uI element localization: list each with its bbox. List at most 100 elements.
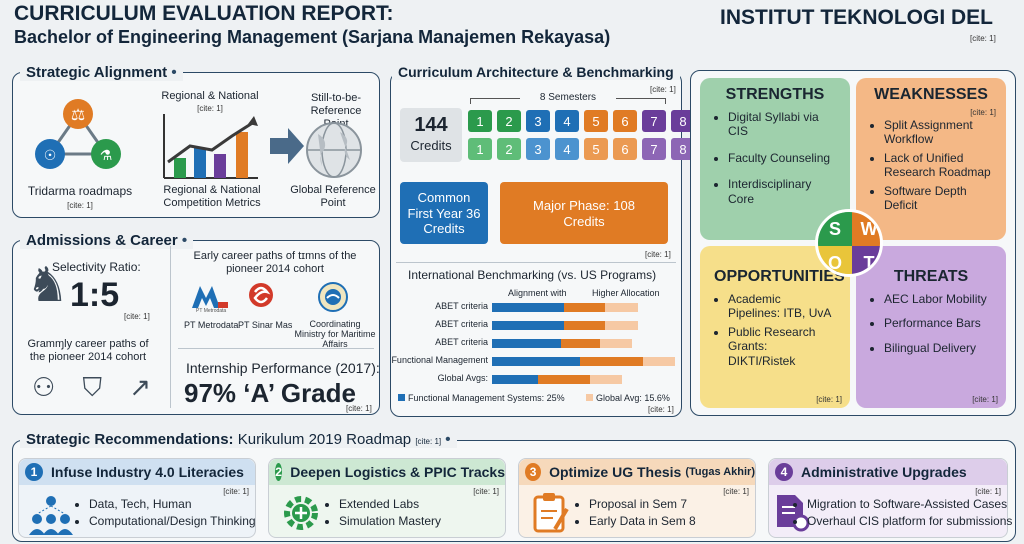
swot-letter-s: S — [818, 212, 852, 246]
global-reference-label: Global Reference Point — [290, 184, 376, 210]
semester-tile: 1 — [468, 138, 492, 160]
strength-item: Digital Syllabi via CIS — [728, 110, 836, 139]
benchmark-bar — [492, 375, 538, 384]
weakness-item: Software Depth Deficit — [884, 184, 992, 213]
strength-item: Faculty Counseling — [728, 151, 836, 165]
tridarma-cite: [cite: 1] — [67, 201, 93, 210]
pt-sinar-mas-logo — [249, 283, 273, 307]
strength-item: Interdisciplinary Core — [728, 177, 836, 206]
benchmark-title: International Benchmarking (vs. US Progr… — [408, 268, 657, 282]
credits-label: Credits — [410, 138, 452, 153]
semester-tile: 4 — [555, 138, 579, 160]
regional-top-cite: [cite: 1] — [197, 104, 223, 113]
card-item: Proposal in Sem 7 — [589, 497, 696, 511]
threat-item: Performance Bars — [884, 316, 992, 330]
benchmark-bar — [492, 321, 564, 330]
benchmark-row-label: ABET criteria — [435, 301, 488, 311]
tridarma-icon: ⚖ ☉ ⚗ — [35, 99, 121, 169]
benchmark-row-label: Functional Management — [391, 355, 488, 365]
semester-tile: 7 — [642, 110, 666, 132]
document-gear-icon — [777, 495, 810, 532]
credits-box — [400, 108, 462, 162]
benchmark-legend-blue: Functional Management Systems: 25% — [398, 393, 565, 403]
benchmark-legend-peach: Global Avg: 15.6% — [586, 393, 670, 403]
semester-tile: 7 — [642, 138, 666, 160]
major-phase-cite: [cite: 1] — [645, 250, 671, 259]
selectivity-value: 1:5 — [70, 276, 120, 314]
semester-tile: 2 — [497, 138, 521, 160]
threat-item: Bilingual Delivery — [884, 341, 992, 355]
arrow-right-icon — [270, 128, 304, 164]
strategic-alignment-title: Strategic Alignment • — [20, 64, 183, 81]
recommendation-card-1: 1 Infuse Industry 4.0 Literacies [cite: 1… — [18, 458, 256, 538]
pt-metrodata-logo — [192, 286, 228, 308]
benchmark-bar — [589, 375, 622, 384]
company-ministry: Coordinating Ministry for Maritime Affai… — [294, 319, 376, 349]
globe-icon — [306, 122, 362, 178]
svg-text:⚗: ⚗ — [100, 147, 113, 163]
career-paths-top-label: Early career paths of tɪmns of the pione… — [193, 250, 357, 276]
weakness-item: Lack of Unified Research Roadmap — [884, 151, 992, 180]
internship-label: Internship Performance (2017): — [186, 360, 380, 376]
benchmark-bar — [560, 339, 600, 348]
card-number: 4 — [775, 463, 793, 481]
card-title: Administrative Upgrades — [801, 464, 967, 480]
benchmark-bar — [563, 303, 606, 312]
svg-text:⚖: ⚖ — [71, 107, 85, 124]
regional-top-label: Regional & National — [161, 90, 259, 102]
admissions-divider — [170, 246, 171, 408]
tridarma-label: Tridarma roadmaps — [27, 184, 133, 198]
benchmark-bar — [599, 339, 633, 348]
swot-center: S W O T — [815, 209, 883, 277]
card-item: Early Data in Sem 8 — [589, 514, 696, 528]
recommendations-title: Strategic Recommendations: Kurikulum 201… — [20, 431, 457, 448]
clipboard-icon — [533, 493, 569, 533]
benchmark-cite: [cite: 1] — [648, 405, 674, 414]
semester-tile: 4 — [555, 110, 579, 132]
card-item: Extended Labs — [339, 497, 441, 511]
semester-tile: 8 — [671, 110, 695, 132]
threats-cite: [cite: 1] — [972, 395, 998, 404]
company-pt-metrodata: PT Metrodata — [184, 320, 239, 330]
pt-metrodata-logo-text: PT Metrodata — [196, 308, 227, 314]
benchmark-col-higher: Higher Allocation — [592, 288, 660, 298]
chess-knight-icon: ♞ — [26, 259, 70, 312]
card-title-small: (Tugas Akhir) — [685, 466, 755, 478]
semester-tile: 5 — [584, 138, 608, 160]
semester-tile: 5 — [584, 110, 608, 132]
benchmark-bar — [537, 375, 590, 384]
benchmark-bar — [492, 303, 564, 312]
weaknesses-title: WEAKNESSES — [874, 86, 988, 103]
semester-tile: 1 — [468, 110, 492, 132]
header-cite: [cite: 1] — [970, 34, 996, 43]
benchmark-bar — [605, 303, 638, 312]
recommendation-card-2: 2 Deepen Logistics & PPIC Tracks [cite: 1… — [268, 458, 506, 538]
report-subtitle: Bachelor of Engineering Management (Sarj… — [14, 27, 611, 47]
swot-weaknesses: WEAKNESSES [cite: 1] Split Assignment Wo… — [856, 78, 1006, 240]
benchmark-divider — [396, 262, 676, 263]
card-cite: [cite: 1] — [473, 487, 499, 496]
architecture-cite: [cite: 1] — [650, 85, 676, 94]
career-divider — [178, 348, 374, 349]
card-title: Infuse Industry 4.0 Literacies — [51, 464, 244, 480]
benchmark-bar — [492, 339, 561, 348]
benchmark-bar — [642, 357, 676, 366]
semester-tile: 3 — [526, 110, 550, 132]
card-item: Overhaul CIS platform for submissions — [807, 514, 1012, 528]
semester-tile: 3 — [526, 138, 550, 160]
people-icons: ⚇ ⛉ ↗ — [32, 372, 162, 402]
benchmark-bar — [492, 357, 581, 366]
semesters-label: 8 Semesters — [520, 92, 616, 103]
company-pt-sinar-mas: PT Sinar Mas — [238, 320, 293, 330]
major-phase-label: Major Phase: 108 Credits — [533, 198, 635, 229]
weaknesses-cite: [cite: 1] — [970, 108, 996, 117]
opportunities-cite: [cite: 1] — [816, 395, 842, 404]
gear-icon — [284, 496, 318, 530]
swot-threats: THREATS AEC Labor Mobility Performance Ba… — [856, 246, 1006, 408]
threats-title: THREATS — [893, 268, 969, 285]
opportunity-item: Academic Pipelines: ITB, UvA — [728, 292, 836, 321]
major-phase-box — [500, 182, 668, 244]
report-title: CURRICULUM EVALUATION REPORT: — [14, 2, 394, 25]
card-item: Simulation Mastery — [339, 514, 441, 528]
admissions-career-panel — [12, 240, 380, 415]
